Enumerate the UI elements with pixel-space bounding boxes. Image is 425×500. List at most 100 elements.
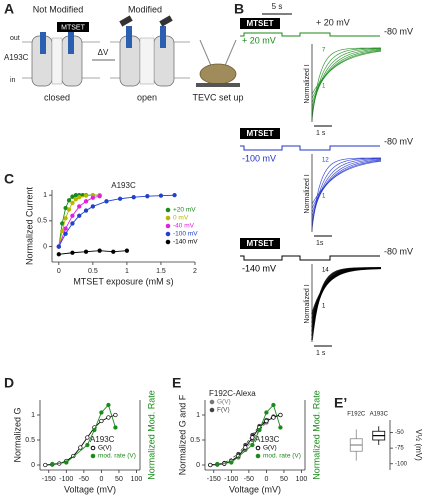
- data-point: [106, 402, 111, 408]
- legend-marker: [165, 239, 171, 245]
- panel-label: B: [234, 1, 244, 17]
- data-point: [250, 442, 255, 448]
- current-trace: [311, 267, 382, 323]
- time-bar-label: 1s: [316, 240, 324, 247]
- reagent-box: [57, 22, 89, 32]
- data-point: [66, 207, 72, 212]
- current-trace: [311, 267, 382, 336]
- data-point: [83, 208, 89, 213]
- y-label: Normalized Current: [24, 186, 34, 265]
- current-trace: [311, 47, 382, 116]
- legend-label: F(V): [217, 407, 230, 414]
- panel-label: C: [4, 171, 14, 187]
- pore: [139, 37, 155, 85]
- label: Modified: [128, 4, 162, 14]
- series-line: [210, 414, 281, 466]
- x-tick-label: 2: [193, 268, 197, 275]
- s4: [68, 32, 74, 54]
- x-tick-label: -50: [244, 476, 254, 483]
- legend-label: G(V): [263, 445, 277, 452]
- data-point: [70, 213, 75, 218]
- y-tick-label: -100: [395, 461, 408, 467]
- panel-label: D: [4, 375, 14, 391]
- data-point: [56, 252, 61, 257]
- data-point: [208, 462, 213, 468]
- legend-label: -100 mV: [173, 231, 198, 238]
- x-tick-label: 50: [280, 476, 288, 483]
- data-point: [278, 425, 283, 430]
- trace-label: 1: [322, 194, 326, 200]
- x-tick-label: -150: [207, 476, 221, 483]
- data-point: [92, 427, 97, 433]
- legend-marker: [165, 215, 171, 221]
- protocol: [240, 32, 380, 37]
- y-tick-label: -50: [395, 430, 404, 436]
- label: in: [10, 77, 16, 84]
- current-trace: [311, 158, 382, 222]
- x-tick-label: -50: [79, 476, 89, 483]
- y-tick-label: 0: [196, 462, 200, 469]
- y-label: V½ (mV): [414, 429, 423, 461]
- data-point: [83, 249, 89, 254]
- data-point: [97, 194, 102, 199]
- series-line: [58, 194, 100, 247]
- panel-label: E: [172, 375, 181, 391]
- reagent-box: [240, 18, 280, 29]
- data-point: [63, 205, 68, 211]
- legend-marker: [209, 407, 215, 413]
- reagent-box: [240, 238, 280, 249]
- legend-label: G(V): [217, 399, 231, 406]
- s4: [126, 26, 132, 48]
- data-point: [229, 460, 234, 465]
- current-trace: [311, 50, 382, 95]
- legend-label: mod. rate (V): [98, 453, 136, 460]
- data-point: [271, 402, 276, 408]
- series-line: [58, 194, 175, 247]
- y-tick-label: 0.5: [190, 437, 200, 444]
- data-point: [77, 204, 82, 209]
- trace-label: 7: [322, 48, 326, 54]
- category-label: A193C: [370, 412, 389, 418]
- legend-label: 0 mV: [173, 215, 189, 222]
- series-line: [58, 250, 127, 255]
- legend-title: F192C-Alexa: [209, 389, 256, 398]
- data-point: [145, 194, 150, 199]
- holding-voltage: -80 mV: [384, 26, 413, 36]
- scale-label: 5 s: [272, 2, 283, 11]
- x-tick-label: 100: [296, 476, 308, 483]
- x-tick-label: -100: [59, 476, 73, 483]
- data-point: [124, 248, 130, 253]
- label: A193C: [4, 53, 29, 62]
- data-point: [43, 462, 48, 468]
- oocyte: [199, 63, 237, 85]
- data-point: [172, 192, 177, 198]
- y-label: Normalized I: [304, 174, 311, 213]
- reagent-label: MTSET: [246, 239, 273, 248]
- legend-marker: [90, 445, 96, 451]
- legend-marker: [255, 453, 261, 459]
- data-point: [60, 228, 65, 234]
- panel-a: A Not Modified Modified MTSET out in A19…: [4, 1, 244, 103]
- data-point: [77, 195, 82, 200]
- data-point: [271, 415, 276, 420]
- data-point: [63, 226, 68, 231]
- legend-title: A193C: [90, 435, 115, 444]
- protocol: [240, 145, 380, 151]
- data-point: [131, 195, 136, 200]
- legend-marker: [255, 445, 261, 451]
- data-point: [90, 204, 96, 209]
- current-trace: [311, 157, 382, 226]
- y-label: Normalized I: [304, 64, 311, 103]
- current-trace: [311, 267, 382, 319]
- x-tick-label: -100: [224, 476, 238, 483]
- current-trace: [311, 267, 382, 332]
- label: out: [10, 35, 20, 42]
- data-point: [73, 197, 78, 202]
- data-point: [90, 195, 96, 200]
- data-point: [85, 442, 90, 448]
- x-tick-label: 1.5: [156, 268, 166, 275]
- current-trace: [311, 159, 382, 213]
- data-point: [278, 412, 283, 418]
- x-label: MTSET exposure (mM s): [73, 276, 173, 286]
- current-trace: [311, 160, 382, 205]
